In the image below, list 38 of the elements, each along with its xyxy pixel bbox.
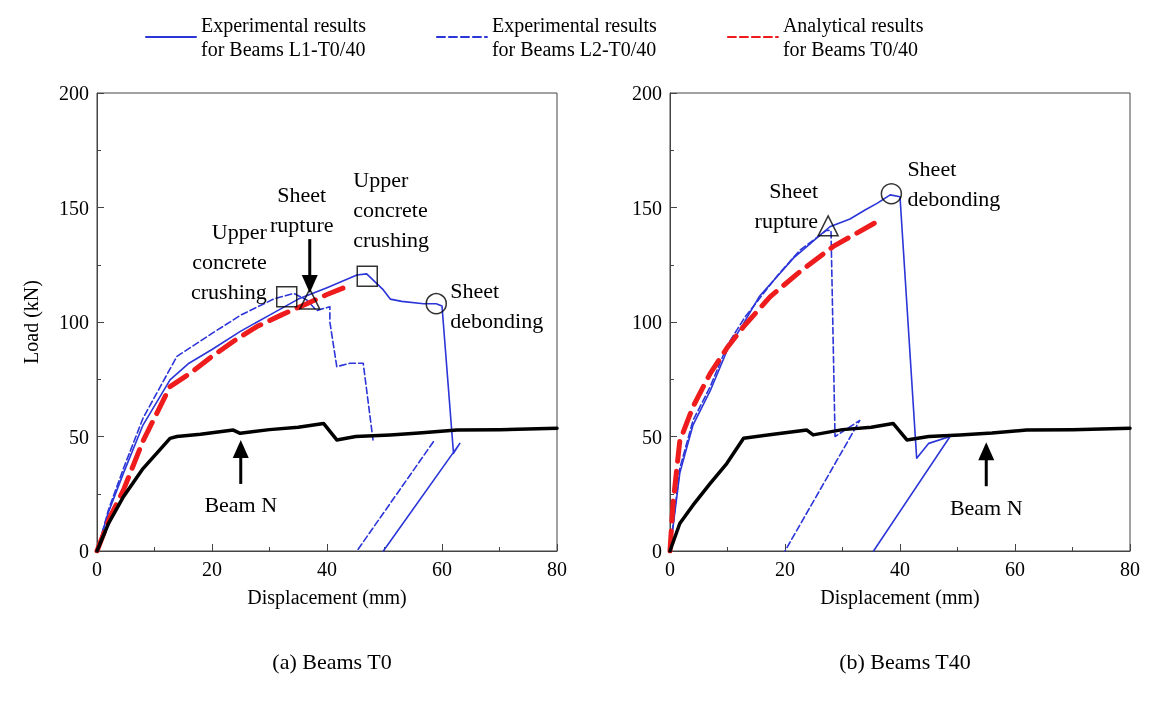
annotation: Sheet rupture <box>754 178 819 234</box>
legend-label: Analytical results for Beams T0/40 <box>782 14 924 60</box>
x-tick-label: 40 <box>317 558 337 580</box>
y-tick-label: 0 <box>79 540 89 562</box>
x-axis-title: Displacement (mm) <box>820 586 980 609</box>
annotation: Beam N <box>949 494 1023 520</box>
text: (b) Beams T40 <box>839 648 971 674</box>
point <box>425 292 447 315</box>
y-axis-title: Load (kN) <box>20 280 43 364</box>
legend-label: Experimental results for Beams L2-T0/40 <box>491 14 658 60</box>
y-tick-label: 150 <box>632 196 662 219</box>
annotation: Sheet debonding <box>907 156 1001 212</box>
y-tick-label: 50 <box>642 425 662 448</box>
x-tick-label: 20 <box>202 558 222 580</box>
x-tick-label: 20 <box>775 558 795 580</box>
annotation: Upper concrete crushing <box>353 166 430 252</box>
x-tick-label: 60 <box>432 558 452 580</box>
x-tick-label: 80 <box>547 558 567 580</box>
point <box>299 288 321 310</box>
x-tick-label: 80 <box>1120 558 1140 580</box>
x-tick-label: 40 <box>890 558 910 580</box>
y-tick-label: 100 <box>59 311 89 333</box>
y-tick-label: 200 <box>59 82 89 104</box>
annotation: Sheet debonding <box>450 278 544 334</box>
annotation: Beam N <box>204 492 278 518</box>
annotation: Sheet rupture <box>269 181 334 237</box>
annotation: Upper concrete crushing <box>190 219 268 305</box>
x-axis-title: Displacement (mm) <box>247 586 407 609</box>
y-tick-label: 200 <box>632 82 662 104</box>
y-tick-label: 150 <box>59 196 89 219</box>
y-tick-label: 100 <box>632 311 662 333</box>
point <box>356 265 378 287</box>
y-tick-label: 0 <box>652 540 662 562</box>
point <box>276 286 298 308</box>
text: (a) Beams T0 <box>272 648 392 674</box>
legend-label: Experimental results for Beams L1-T0/40 <box>201 14 367 60</box>
y-tick-label: 50 <box>69 425 89 448</box>
x-tick-label: 60 <box>1005 558 1025 580</box>
